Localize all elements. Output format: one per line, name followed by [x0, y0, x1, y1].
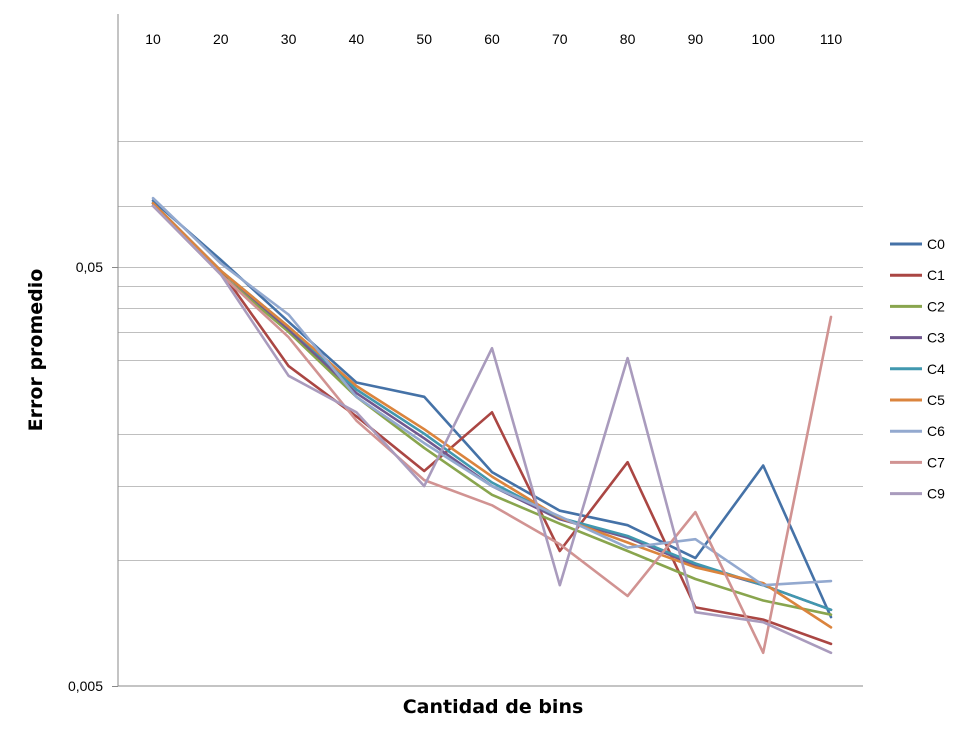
y-tick-labels: 0,05 0,005: [68, 259, 118, 694]
series-line-c9: [151, 204, 833, 655]
series-line-c2: [151, 201, 833, 617]
y-tick-label: 0,005: [68, 678, 103, 694]
legend-label-c5: C5: [927, 392, 945, 408]
legend-label-c3: C3: [927, 330, 945, 346]
x-tick-label: 40: [349, 31, 365, 47]
y-axis-title: Error promedio: [25, 269, 47, 432]
legend-label-c7: C7: [927, 454, 945, 470]
x-tick-label: 50: [416, 31, 432, 47]
series-line-c0: [151, 199, 833, 619]
series-lines: [151, 196, 833, 655]
x-tick-labels: 10 20 30 40 50 60 70 80 90 100 110: [145, 31, 842, 47]
x-tick-label: 80: [620, 31, 636, 47]
x-tick-label: 110: [820, 31, 843, 47]
legend-label-c9: C9: [927, 486, 945, 502]
x-tick-label: 20: [213, 31, 229, 47]
series-line-c6: [151, 196, 833, 587]
series-line-c7: [151, 204, 833, 655]
series-line-c5: [151, 201, 833, 629]
legend-label-c2: C2: [927, 298, 945, 314]
series-line-c4: [151, 201, 833, 612]
series-line-c1: [151, 204, 833, 646]
legend-label-c1: C1: [927, 267, 945, 283]
legend: C0 C1 C2 C3 C4 C5 C6 C7 C9: [890, 236, 945, 502]
x-tick-label: 100: [752, 31, 776, 47]
x-tick-label: 10: [145, 31, 161, 47]
x-tick-label: 90: [688, 31, 704, 47]
legend-label-c6: C6: [927, 423, 945, 439]
x-axis-title: Cantidad de bins: [403, 696, 584, 718]
series-line-c3: [151, 201, 833, 612]
legend-label-c0: C0: [927, 236, 945, 252]
legend-label-c4: C4: [927, 361, 945, 377]
x-tick-label: 30: [281, 31, 297, 47]
x-tick-label: 60: [484, 31, 500, 47]
y-tick-label: 0,05: [76, 259, 103, 275]
x-tick-label: 70: [552, 31, 568, 47]
